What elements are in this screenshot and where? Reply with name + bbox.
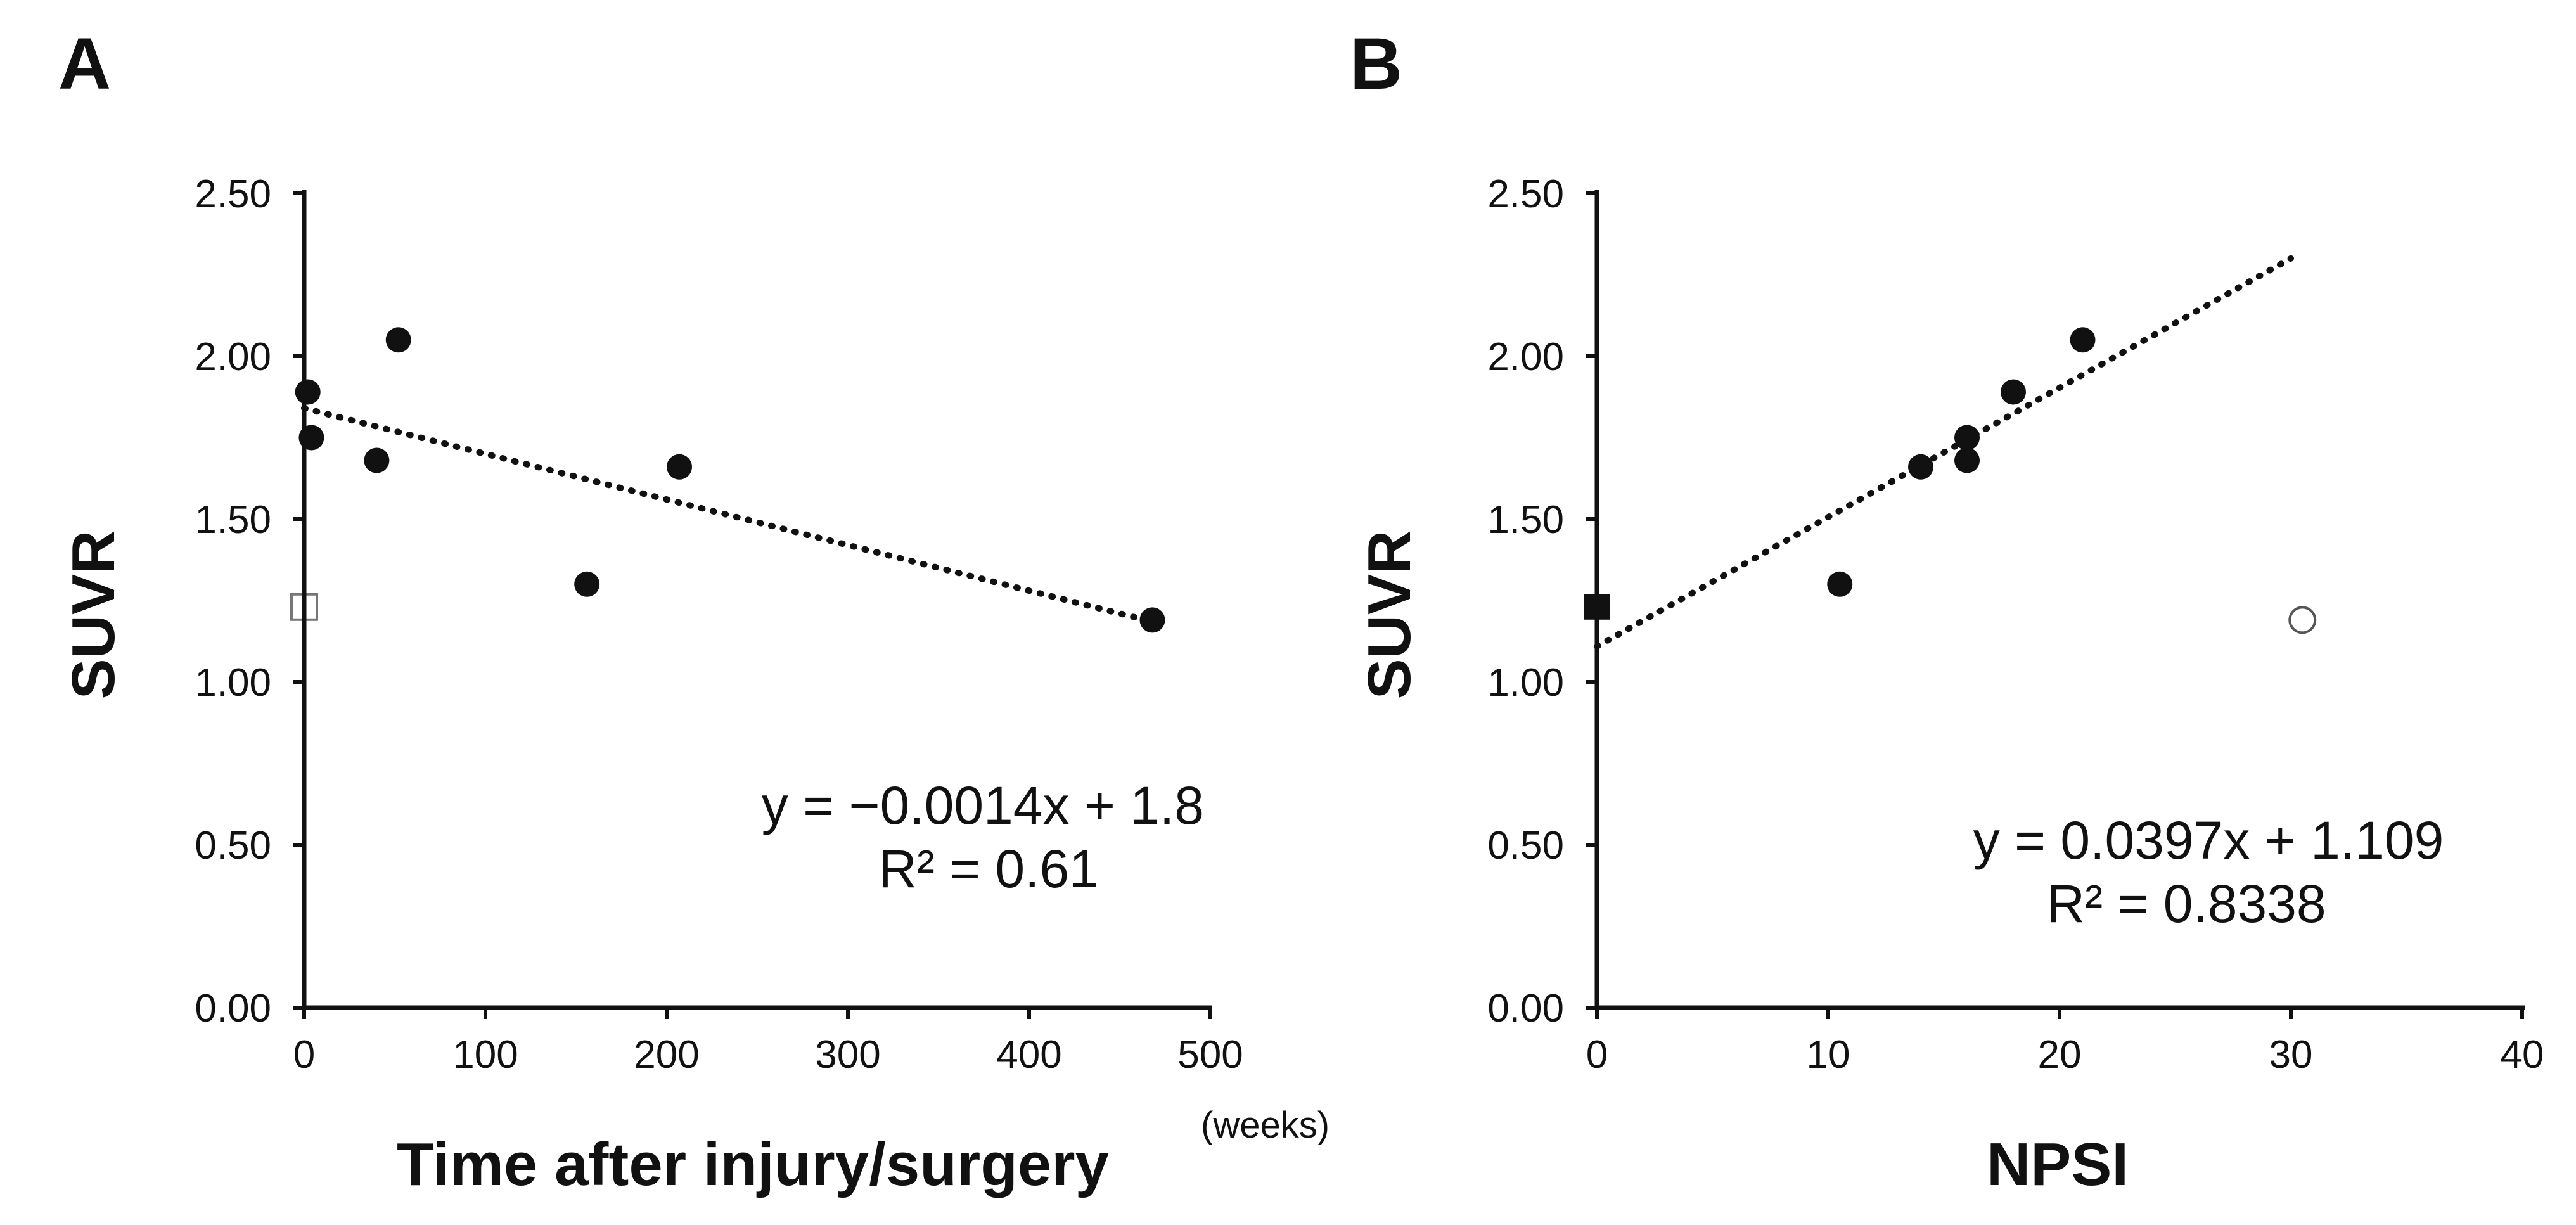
panel-a-point-filled-circle xyxy=(295,379,321,405)
panel-b-ticks: 0.00 0.50 1.00 1.50 2.00 2.50 0 10 20 30 40 xyxy=(1487,172,2544,1077)
panel-a-x-axis-label: Time after injury/surgery xyxy=(397,1131,1109,1198)
panel-b-point-filled-circle xyxy=(1908,454,1933,480)
panel-b-x-axis-label: NPSI xyxy=(1987,1131,2129,1198)
panel-a-x-axis-unit: (weeks) xyxy=(1201,1105,1330,1146)
panel-b-y-tick-label: 0.50 xyxy=(1487,824,1564,868)
panel-b-point-open-circle xyxy=(2288,606,2317,634)
panel-b-point-filled-circle xyxy=(2070,327,2096,353)
panel-b-y-tick-label: 0.00 xyxy=(1487,987,1564,1030)
panel-b: B SUVR NPSI 0.00 0.50 1.00 1.50 2.00 2.50 0 10 2… xyxy=(1350,23,2544,1198)
panel-a-y-tick-label: 1.00 xyxy=(195,661,271,705)
panel-a-point-filled-circle xyxy=(574,571,600,597)
panel-a-point-filled-circle xyxy=(364,447,390,473)
panel-a-y-tick-label: 1.50 xyxy=(195,498,271,542)
panel-a-x-tick-label: 300 xyxy=(815,1033,880,1077)
panel-b-y-tick-label: 2.00 xyxy=(1487,335,1564,379)
panel-a-y-tick-label: 2.00 xyxy=(195,335,271,379)
panel-a-y-tick-label: 0.00 xyxy=(195,987,271,1030)
panel-a-marks xyxy=(290,327,1165,633)
panel-b-x-tick-label: 0 xyxy=(1586,1033,1608,1077)
panel-b-y-tick-label: 1.00 xyxy=(1487,661,1564,705)
panel-b-trendline xyxy=(1594,255,2294,650)
panel-a: A SUVR Time after injury/surgery (weeks)… xyxy=(58,23,1330,1198)
panel-b-y-tick-label: 1.50 xyxy=(1487,498,1564,542)
panel-a-x-tick-label: 0 xyxy=(293,1033,315,1077)
panel-b-point-filled-circle xyxy=(2001,379,2026,405)
panel-a-point-filled-circle xyxy=(667,454,693,480)
panel-b-x-tick-label: 30 xyxy=(2269,1033,2313,1077)
panel-a-point-filled-circle xyxy=(1139,607,1165,633)
panel-b-r-squared: R² = 0.8338 xyxy=(2046,874,2326,933)
panel-a-x-tick-label: 400 xyxy=(996,1033,1061,1077)
panel-b-marks xyxy=(1584,255,2317,650)
panel-a-label: A xyxy=(58,23,111,105)
panel-b-y-tick-label: 2.50 xyxy=(1487,172,1564,216)
panel-a-y-tick-label: 2.50 xyxy=(195,172,271,216)
panel-a-r-squared: R² = 0.61 xyxy=(878,839,1099,899)
panel-a-y-tick-label: 0.50 xyxy=(195,824,271,868)
panel-b-x-tick-label: 20 xyxy=(2038,1033,2082,1077)
panel-a-point-filled-circle xyxy=(385,327,411,353)
panel-b-label: B xyxy=(1350,23,1402,105)
panel-b-x-tick-label: 40 xyxy=(2501,1033,2544,1077)
panel-a-x-tick-label: 100 xyxy=(452,1033,518,1077)
panel-a-trendline xyxy=(301,405,1156,625)
panel-b-x-tick-label: 10 xyxy=(1807,1033,1850,1077)
panel-b-point-filled-circle xyxy=(1954,425,1980,451)
panel-a-y-axis-label: SUVR xyxy=(60,530,127,700)
panel-a-equation: y = −0.0014x + 1.8 xyxy=(762,776,1204,835)
panel-a-x-tick-label: 200 xyxy=(634,1033,699,1077)
panel-b-y-axis-label: SUVR xyxy=(1355,530,1423,700)
panel-a-x-tick-label: 500 xyxy=(1177,1033,1243,1077)
panel-a-ticks: 0.00 0.50 1.00 1.50 2.00 2.50 0 100 200 300 400 500 xyxy=(195,172,1243,1077)
panel-b-equation: y = 0.0397x + 1.109 xyxy=(1973,811,2444,870)
panel-b-point-filled-circle xyxy=(1954,447,1980,473)
panel-b-point-filled-circle xyxy=(1827,571,1853,597)
